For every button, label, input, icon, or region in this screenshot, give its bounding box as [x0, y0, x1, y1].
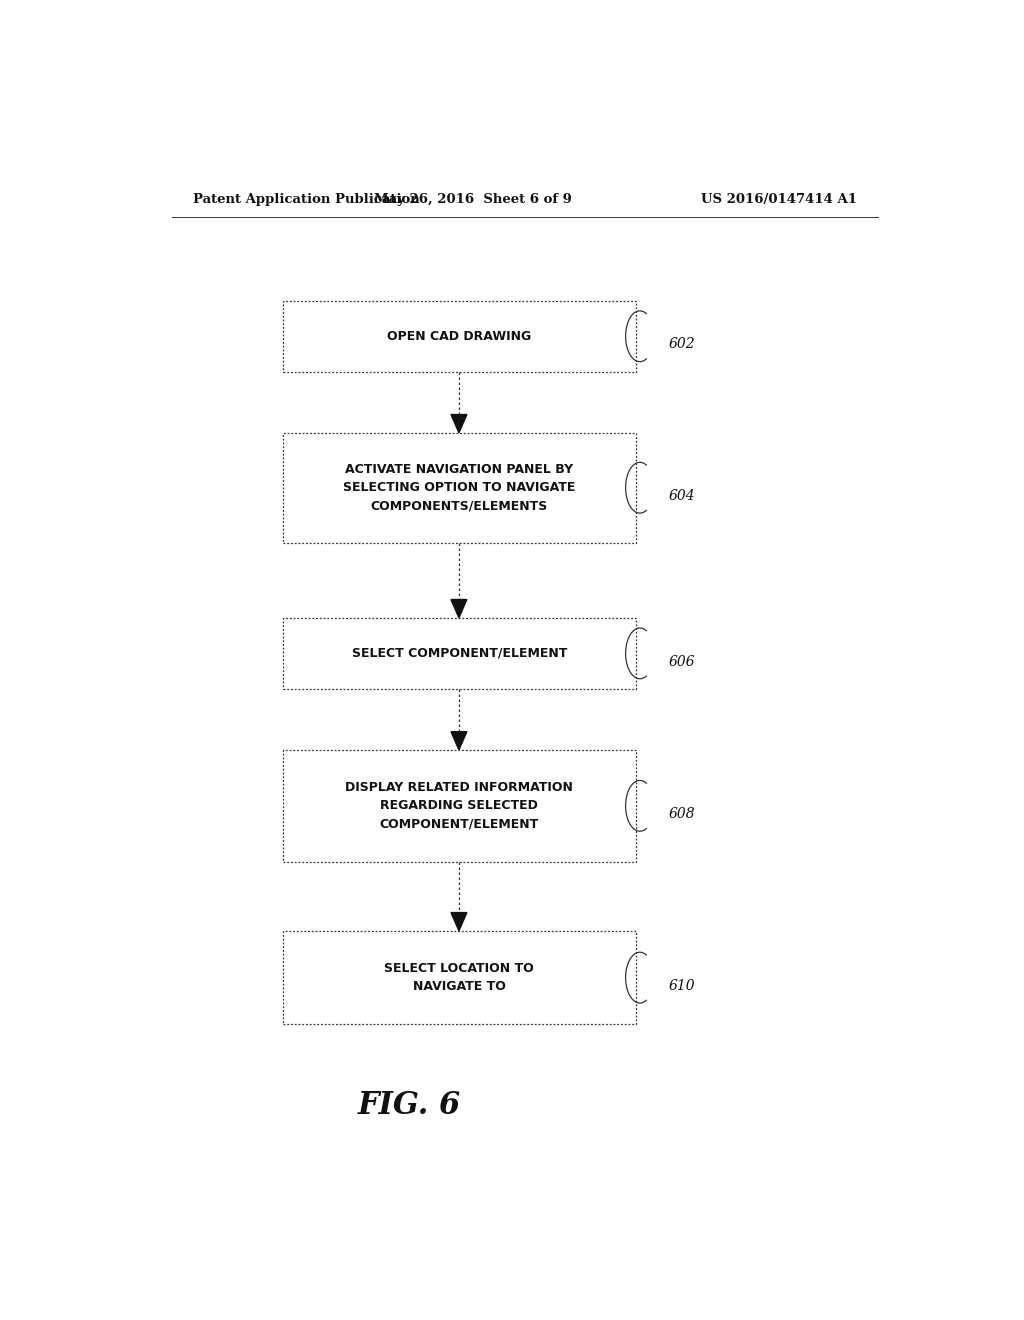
Text: 604: 604 — [669, 488, 695, 503]
Polygon shape — [451, 414, 467, 433]
Bar — [283, 618, 636, 689]
Text: 602: 602 — [669, 338, 695, 351]
Text: May 26, 2016  Sheet 6 of 9: May 26, 2016 Sheet 6 of 9 — [375, 193, 572, 206]
Text: 610: 610 — [669, 978, 695, 993]
Bar — [283, 750, 636, 862]
Text: 608: 608 — [669, 807, 695, 821]
Text: DISPLAY RELATED INFORMATION
REGARDING SELECTED
COMPONENT/ELEMENT: DISPLAY RELATED INFORMATION REGARDING SE… — [345, 781, 573, 830]
Text: 606: 606 — [669, 655, 695, 668]
Polygon shape — [451, 599, 467, 618]
Bar — [283, 931, 636, 1024]
Text: SELECT COMPONENT/ELEMENT: SELECT COMPONENT/ELEMENT — [351, 647, 567, 660]
Bar — [283, 433, 636, 543]
Bar — [283, 301, 636, 372]
Text: SELECT LOCATION TO
NAVIGATE TO: SELECT LOCATION TO NAVIGATE TO — [384, 962, 535, 993]
Text: FIG. 6: FIG. 6 — [358, 1090, 462, 1121]
Polygon shape — [451, 912, 467, 931]
Text: US 2016/0147414 A1: US 2016/0147414 A1 — [700, 193, 856, 206]
Polygon shape — [451, 731, 467, 750]
Text: OPEN CAD DRAWING: OPEN CAD DRAWING — [387, 330, 531, 343]
Text: Patent Application Publication: Patent Application Publication — [194, 193, 420, 206]
Text: ACTIVATE NAVIGATION PANEL BY
SELECTING OPTION TO NAVIGATE
COMPONENTS/ELEMENTS: ACTIVATE NAVIGATION PANEL BY SELECTING O… — [343, 463, 575, 512]
